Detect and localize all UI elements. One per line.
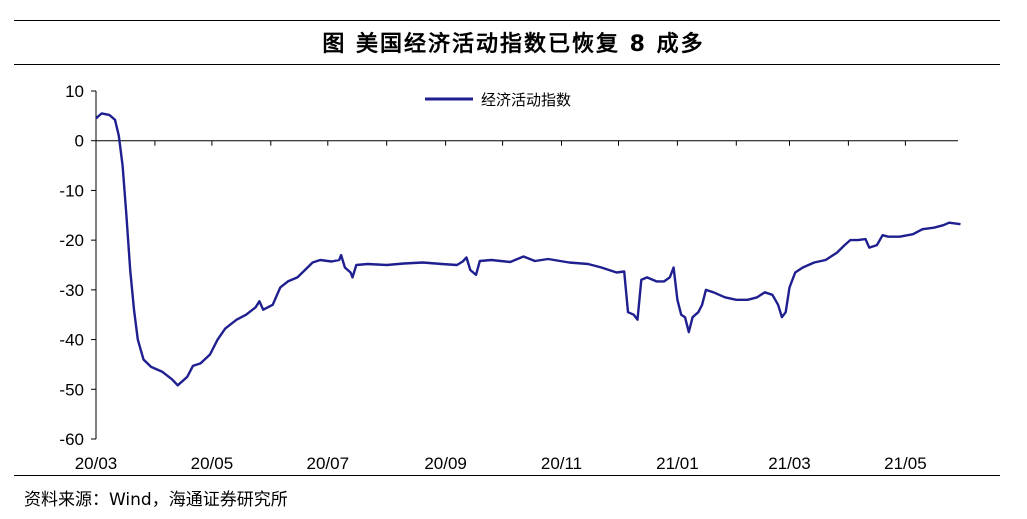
y-tick-label: 10 <box>65 82 84 101</box>
x-tick-label: 20/11 <box>541 454 582 473</box>
y-tick-labels: 10 0 -10 -20 -30 -40 -50 -60 <box>59 82 84 449</box>
title-divider <box>14 64 1000 65</box>
chart-title: 图 美国经济活动指数已恢复 8 成多 <box>322 32 705 57</box>
x-tick-label: 20/03 <box>75 454 118 473</box>
legend-label: 经济活动指数 <box>481 91 571 109</box>
x-tick-label: 21/05 <box>884 454 927 473</box>
y-tick-label: -40 <box>59 331 84 350</box>
series-line <box>95 112 961 387</box>
x-tick-label: 21/03 <box>768 454 811 473</box>
bottom-rule <box>14 475 1000 476</box>
legend: 经济活动指数 <box>425 91 571 109</box>
series-layer <box>95 112 961 387</box>
x-tick-label: 20/07 <box>307 454 350 473</box>
y-tick-label: -60 <box>59 430 84 449</box>
top-rule <box>14 20 1000 21</box>
x-tick-labels: 20/03 20/05 20/07 20/09 20/11 21/01 21/03 21/05 <box>75 454 927 473</box>
axes <box>91 90 958 440</box>
x-tick-label: 21/01 <box>656 454 699 473</box>
x-tick-label: 20/05 <box>191 454 234 473</box>
y-tick-label: -50 <box>59 380 84 399</box>
source-note: 资料来源：Wind，海通证券研究所 <box>24 490 288 510</box>
y-tick-label: -10 <box>59 181 84 200</box>
y-tick-label: -20 <box>59 231 84 250</box>
y-tick-label: 0 <box>75 132 84 151</box>
x-tick-label: 20/09 <box>424 454 467 473</box>
y-tick-label: -30 <box>59 281 84 300</box>
